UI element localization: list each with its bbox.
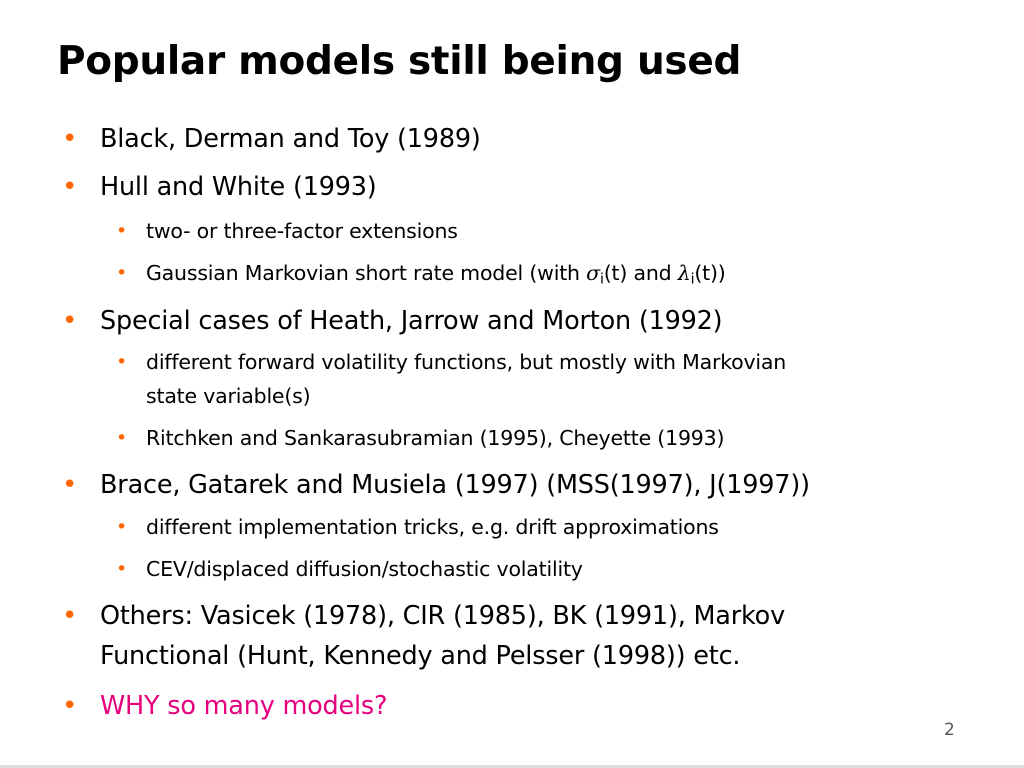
sub-bullet-text: Gaussian Markovian short rate model (wit… (146, 256, 726, 297)
sub-bullet-icon: • (116, 427, 128, 449)
sub-bullet-text: two- or three-factor extensions (146, 219, 458, 243)
sub-bullet-text-line2: state variable(s) (146, 384, 311, 408)
bullet-icon: • (62, 691, 78, 721)
gaussian-text-middle: (t) and (603, 261, 678, 285)
bullet-icon: • (62, 172, 78, 202)
highlighted-question-text: WHY so many models? (100, 691, 388, 721)
sub-bullet-text-line1: different forward volatility functions, … (146, 350, 787, 374)
bullet-text: Black, Derman and Toy (1989) (100, 124, 481, 154)
bullet-text-line2: Functional (Hunt, Kennedy and Pelsser (1… (100, 641, 741, 671)
bullet-text: Hull and White (1993) (100, 172, 377, 202)
bottom-divider (0, 765, 1024, 768)
page-number: 2 (944, 720, 955, 740)
bullet-text-line1: Others: Vasicek (1978), CIR (1985), BK (… (100, 601, 785, 631)
bullet-icon: • (62, 306, 78, 336)
sigma-subscript: i (599, 271, 604, 288)
gaussian-text-prefix: Gaussian Markovian short rate model (wit… (146, 261, 587, 285)
bullet-icon: • (62, 470, 78, 500)
bullet-icon: • (62, 601, 78, 631)
bullet-text: Special cases of Heath, Jarrow and Morto… (100, 306, 723, 336)
sub-bullet-icon: • (116, 262, 128, 284)
sub-bullet-text: different implementation tricks, e.g. dr… (146, 515, 719, 539)
sub-bullet-icon: • (116, 558, 128, 580)
sub-bullet-text: CEV/displaced diffusion/stochastic volat… (146, 557, 583, 581)
sub-bullet-icon: • (116, 220, 128, 242)
bullet-text: Brace, Gatarek and Musiela (1997) (MSS(1… (100, 470, 810, 500)
slide-title: Popular models still being used (57, 39, 742, 84)
sub-bullet-icon: • (116, 351, 128, 373)
lambda-subscript: i (690, 271, 695, 288)
sub-bullet-text: Ritchken and Sankarasubramian (1995), Ch… (146, 426, 725, 450)
gaussian-text-suffix: (t)) (694, 261, 726, 285)
sigma-symbol: σ (586, 261, 600, 285)
sub-bullet-icon: • (116, 516, 128, 538)
lambda-symbol: λ (677, 261, 691, 285)
bullet-icon: • (62, 124, 78, 154)
